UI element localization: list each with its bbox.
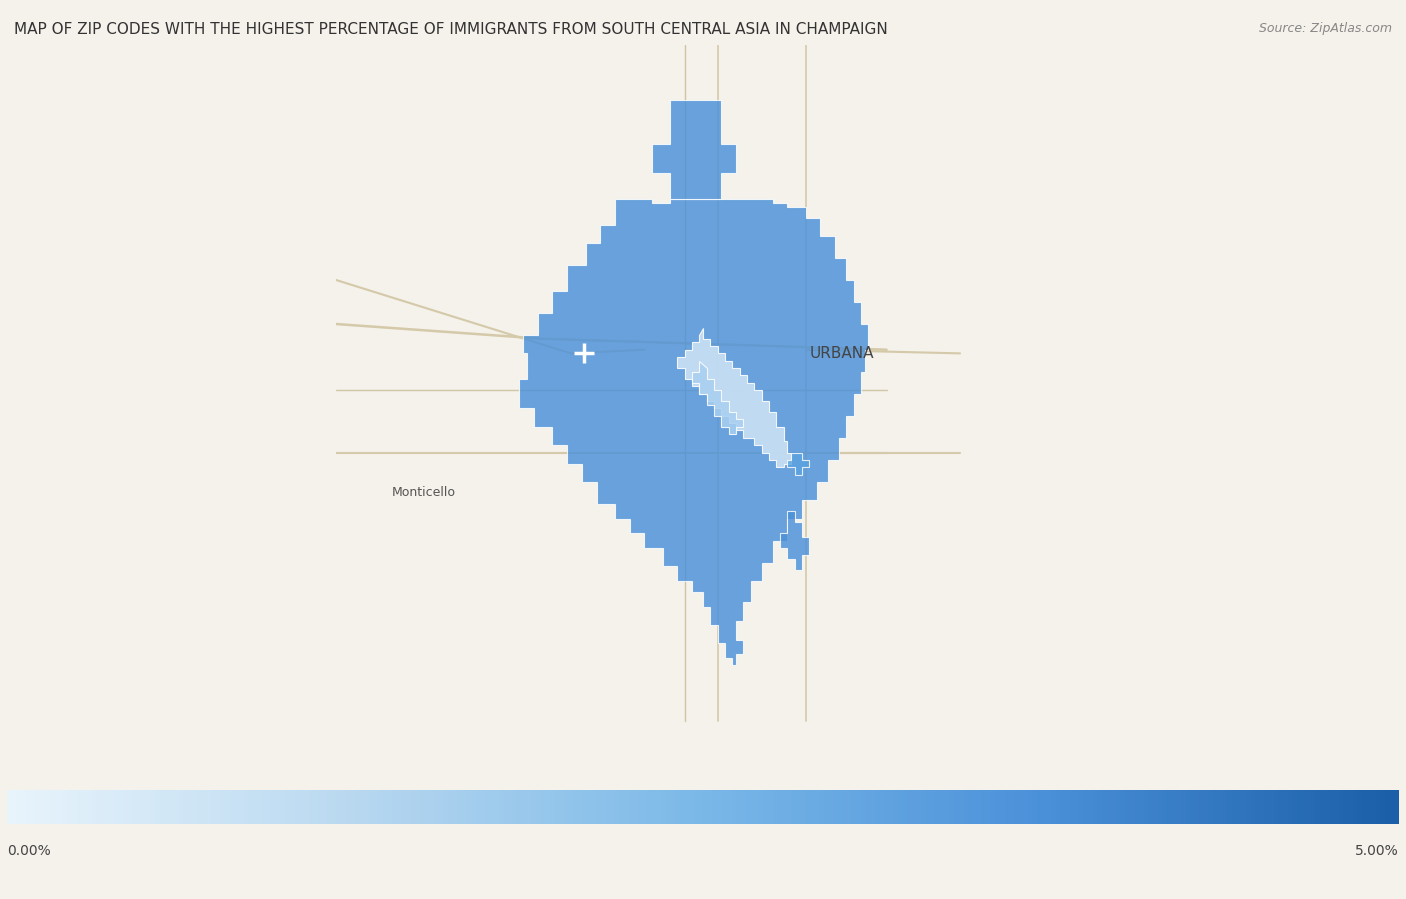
- Text: 0.00%: 0.00%: [7, 844, 51, 858]
- Text: Monticello: Monticello: [392, 486, 456, 499]
- Polygon shape: [692, 360, 744, 434]
- Polygon shape: [678, 327, 792, 467]
- Text: 5.00%: 5.00%: [1355, 844, 1399, 858]
- Polygon shape: [780, 512, 810, 570]
- Polygon shape: [787, 452, 810, 475]
- Polygon shape: [519, 200, 869, 665]
- Text: MAP OF ZIP CODES WITH THE HIGHEST PERCENTAGE OF IMMIGRANTS FROM SOUTH CENTRAL AS: MAP OF ZIP CODES WITH THE HIGHEST PERCEN…: [14, 22, 887, 38]
- Text: Source: ZipAtlas.com: Source: ZipAtlas.com: [1258, 22, 1392, 35]
- Polygon shape: [651, 100, 737, 200]
- Text: URBANA: URBANA: [810, 346, 875, 360]
